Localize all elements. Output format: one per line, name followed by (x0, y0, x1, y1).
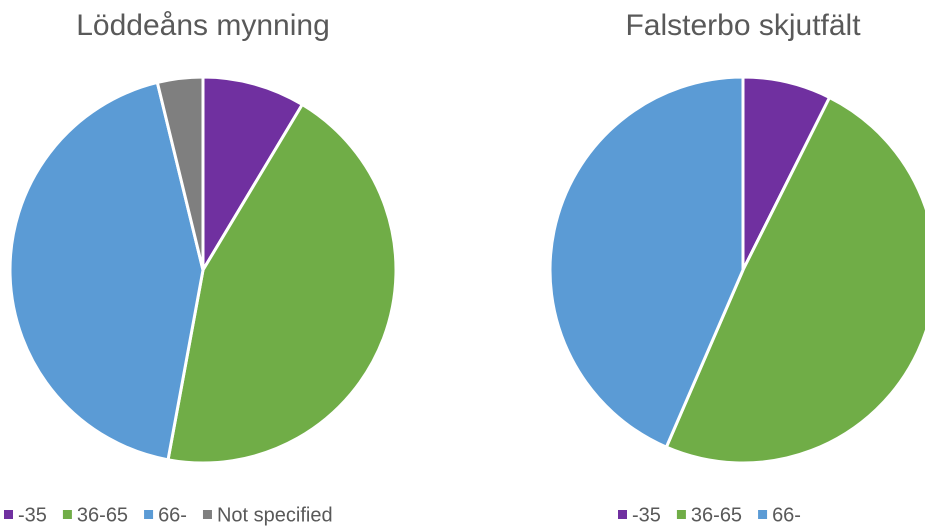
legend-label: 36-65 (691, 504, 742, 526)
legend-label: Not specified (217, 504, 333, 526)
legend-swatch (4, 510, 13, 519)
pie-slice (548, 75, 745, 450)
pie-slice (155, 75, 205, 271)
legend-swatch (144, 510, 154, 519)
legend-label: 66- (772, 504, 801, 526)
chart-title: Löddeåns mynning (76, 9, 330, 42)
legend-swatch (618, 510, 627, 519)
pie-slice (201, 75, 305, 276)
pie-slice (166, 102, 398, 465)
pie-slice (664, 95, 925, 465)
legend-swatch (62, 510, 72, 519)
legend-label: -35 (18, 504, 47, 526)
legend-label: 66- (158, 504, 187, 526)
legend-label: -35 (632, 504, 661, 526)
chart-title: Falsterbo skjutfält (625, 9, 861, 42)
pie-slice (8, 80, 205, 462)
legend-swatch (758, 510, 768, 519)
legend-swatch (202, 510, 212, 519)
legend-swatch (676, 510, 686, 519)
legend-label: 36-65 (77, 504, 128, 526)
